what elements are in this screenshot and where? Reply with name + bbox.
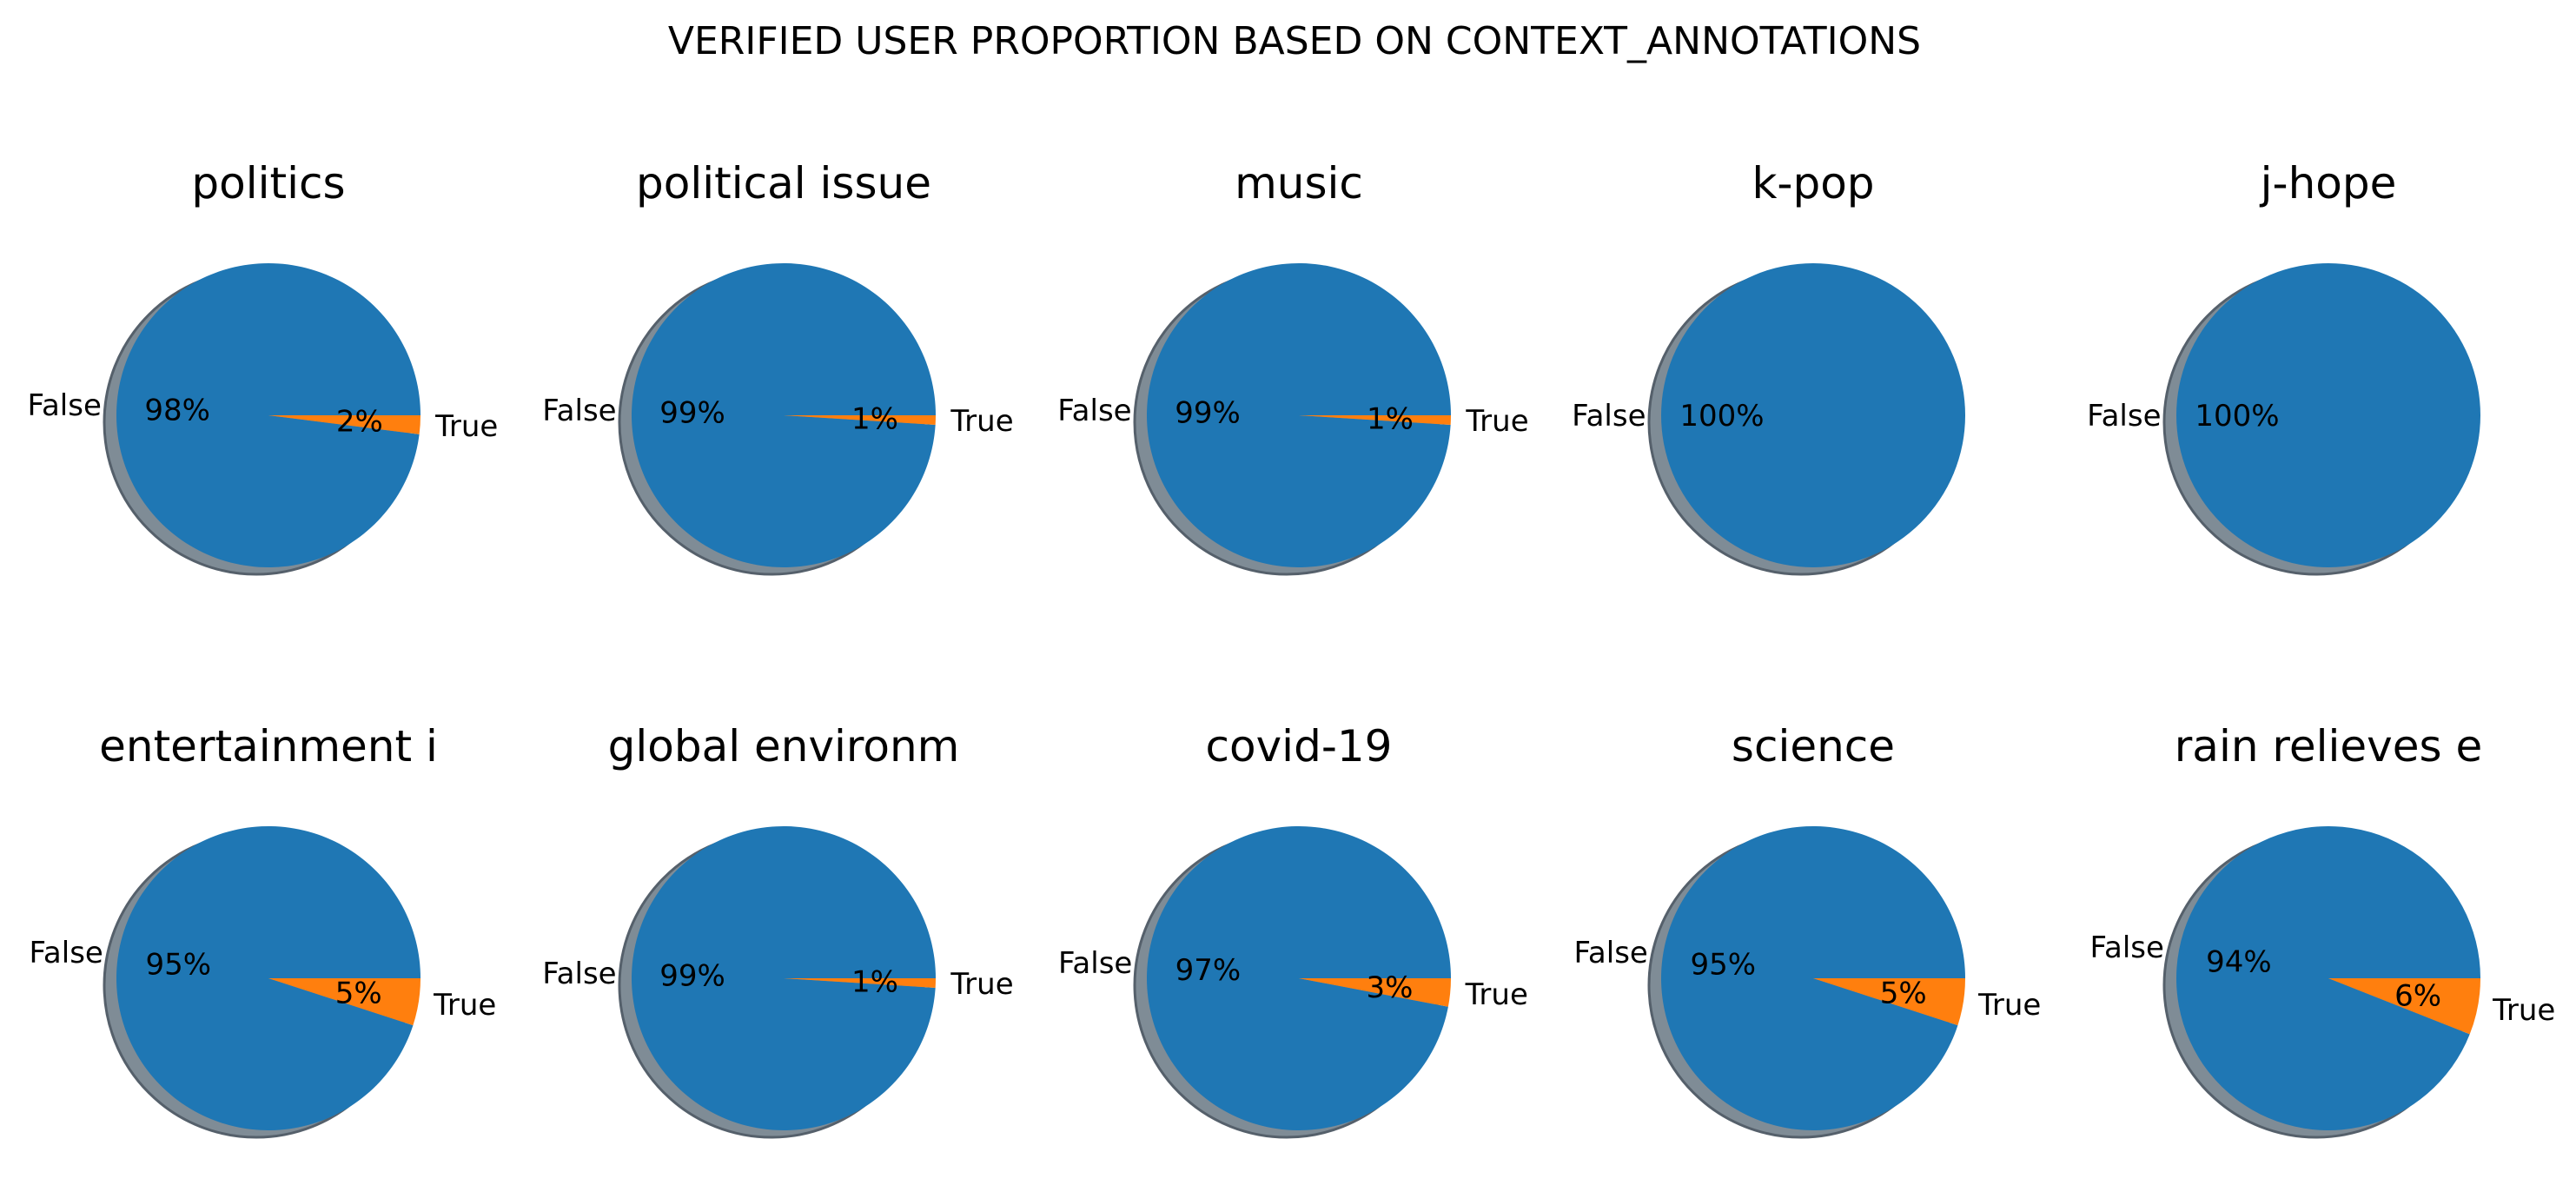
pie-slice-false	[116, 263, 421, 568]
pie-title: k-pop	[1752, 158, 1874, 209]
pie-slice-true	[1299, 978, 1451, 1007]
pie-pct-false: 95%	[146, 948, 212, 983]
pie-pct-false: 100%	[1679, 399, 1764, 434]
pie-slice-true	[784, 415, 936, 425]
pie-label-false: False	[2087, 399, 2161, 434]
pie-pct-true: 3%	[1367, 970, 1414, 1005]
pie-1: politics False 98% True 2%	[28, 158, 498, 576]
pie-slice-true	[2328, 978, 2480, 1035]
pie-pct-true: 5%	[335, 976, 382, 1010]
pie-title: j-hope	[2260, 158, 2397, 209]
pie-6: entertainment i False 95% True 5%	[30, 721, 496, 1139]
pie-label-false: False	[1058, 946, 1132, 981]
pie-title: music	[1235, 158, 1363, 209]
pie-label-true: True	[1465, 404, 1528, 439]
pie-label-true: True	[433, 988, 496, 1023]
pie-4: k-pop False 100%	[1572, 158, 1965, 576]
pie-pct-false: 100%	[2195, 399, 2279, 434]
pie-title: rain relieves e	[2175, 721, 2483, 771]
pie-7: global environm False 99% True 1%	[542, 721, 1014, 1139]
pie-title: science	[1732, 721, 1895, 771]
pie-8: covid-19 False 97% True 3%	[1058, 721, 1528, 1139]
pie-slice-true	[268, 415, 421, 434]
pie-5: j-hope False 100%	[2087, 158, 2480, 576]
pie-pct-true: 6%	[2394, 979, 2441, 1014]
pie-slice-false	[1146, 263, 1451, 568]
pie-pct-true: 1%	[851, 401, 898, 436]
pie-slice-false	[1661, 263, 1965, 567]
pie-label-false: False	[2090, 930, 2164, 965]
pie-label-false: False	[1574, 936, 1648, 970]
pie-label-true: True	[2492, 993, 2555, 1028]
pie-pct-false: 94%	[2206, 944, 2272, 979]
pie-label-false: False	[542, 394, 616, 428]
pie-grid: politics False 98% True 2% political issue Fal…	[28, 158, 2555, 1139]
pie-slice-true	[268, 978, 421, 1026]
pie-9: science False 95% True 5%	[1574, 721, 2041, 1139]
pie-label-true: True	[1977, 988, 2041, 1023]
pie-pct-true: 2%	[336, 405, 383, 440]
pie-3: music False 99% True 1%	[1057, 158, 1529, 576]
pie-label-false: False	[30, 936, 103, 970]
pie-label-true: True	[950, 404, 1013, 439]
pie-slice-false	[632, 826, 936, 1131]
pie-slice-true	[784, 978, 936, 988]
pie-title: politics	[191, 158, 345, 209]
pie-label-false: False	[1572, 399, 1646, 434]
figure-title: VERIFIED USER PROPORTION BASED ON CONTEX…	[668, 19, 1921, 63]
pie-slice-false	[1661, 825, 1965, 1130]
pie-slice-false	[632, 263, 936, 568]
pie-slice-true	[1813, 978, 1965, 1026]
pie-pct-false: 99%	[1175, 396, 1241, 431]
pie-pct-false: 98%	[144, 393, 210, 427]
pie-pct-true: 5%	[1880, 976, 1927, 1010]
pie-10: rain relieves e False 94% True 6%	[2090, 721, 2555, 1139]
pie-pct-false: 99%	[659, 396, 725, 431]
pie-pct-false: 95%	[1691, 948, 1757, 983]
pie-title: entertainment i	[99, 721, 438, 771]
pie-2: political issue False 99% True 1%	[542, 158, 1014, 576]
pie-title: covid-19	[1206, 721, 1393, 771]
pie-pct-false: 99%	[659, 959, 725, 994]
pie-label-true: True	[434, 409, 498, 444]
pie-slice-true	[1299, 415, 1451, 425]
pie-label-true: True	[950, 967, 1013, 1002]
pie-slice-false	[2176, 826, 2480, 1131]
pie-label-false: False	[1057, 394, 1131, 428]
pie-pct-true: 1%	[1367, 401, 1414, 436]
pie-pct-false: 97%	[1175, 953, 1242, 988]
pie-label-false: False	[28, 388, 102, 423]
pie-title: political issue	[636, 158, 931, 209]
pie-slice-false	[2176, 263, 2480, 567]
pie-label-true: True	[1465, 977, 1528, 1012]
pie-pct-true: 1%	[851, 964, 898, 999]
pie-label-false: False	[542, 957, 616, 991]
pie-title: global environm	[608, 721, 960, 771]
